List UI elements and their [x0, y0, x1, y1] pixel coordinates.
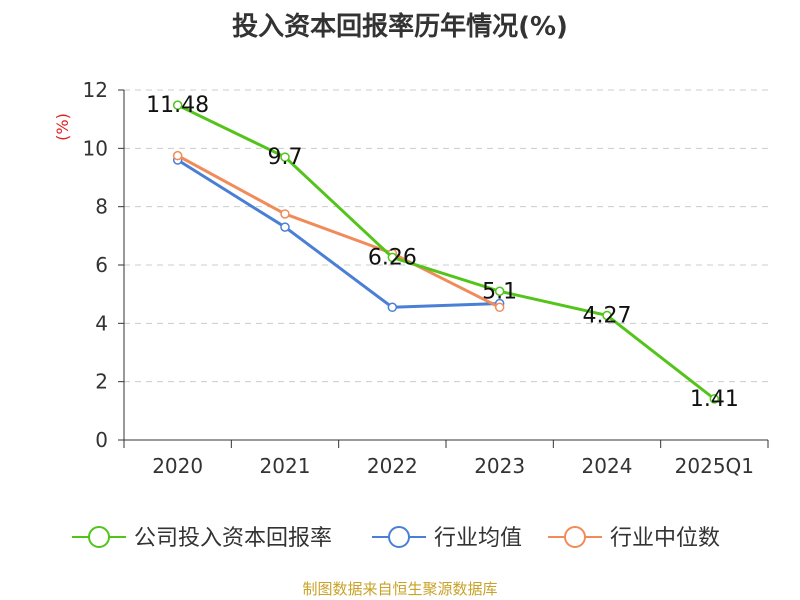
data-label: 6.26 — [368, 245, 417, 270]
y-tick-label: 2 — [95, 370, 108, 394]
y-tick-label: 6 — [95, 253, 108, 277]
y-tick-label: 4 — [95, 311, 108, 335]
data-point — [494, 302, 505, 313]
data-point — [709, 394, 720, 404]
data-point — [280, 209, 290, 219]
data-point — [172, 150, 183, 161]
x-tick-label: 2023 — [474, 454, 525, 478]
x-tick-label: 2025Q1 — [675, 454, 754, 478]
x-tick-label: 2024 — [582, 454, 633, 478]
legend-label: 公司投入资本回报率 — [134, 526, 332, 551]
y-tick-label: 0 — [95, 428, 108, 452]
data-point — [280, 152, 290, 162]
legend-marker — [388, 526, 410, 548]
source-note: 制图数据来自恒生聚源数据库 — [302, 580, 498, 598]
data-label: 4.27 — [583, 303, 632, 328]
data-label: 5.1 — [482, 279, 517, 304]
series-line — [176, 154, 501, 309]
y-tick-label: 10 — [83, 136, 108, 160]
data-label: 11.48 — [146, 93, 209, 118]
data-label: 1.41 — [690, 387, 739, 412]
y-tick-label: 8 — [95, 195, 108, 219]
data-label: 9.7 — [268, 145, 303, 170]
data-point — [387, 302, 398, 313]
legend-label: 行业中位数 — [610, 526, 720, 551]
series-line — [177, 103, 716, 401]
y-axis-label: (%) — [53, 113, 72, 141]
x-tick-label: 2020 — [152, 454, 203, 478]
data-point — [280, 222, 290, 232]
data-point — [172, 100, 183, 110]
y-tick-label: 12 — [83, 78, 108, 102]
data-point — [387, 252, 398, 263]
legend-marker — [564, 526, 586, 548]
x-tick-label: 2021 — [260, 454, 311, 478]
series-line — [176, 158, 500, 309]
chart-title: 投入资本回报率历年情况(%) — [232, 12, 568, 42]
x-tick-label: 2022 — [367, 454, 418, 478]
data-point — [602, 310, 612, 321]
legend-label: 行业均值 — [434, 526, 522, 551]
data-point — [494, 286, 505, 296]
legend-marker — [88, 526, 110, 548]
